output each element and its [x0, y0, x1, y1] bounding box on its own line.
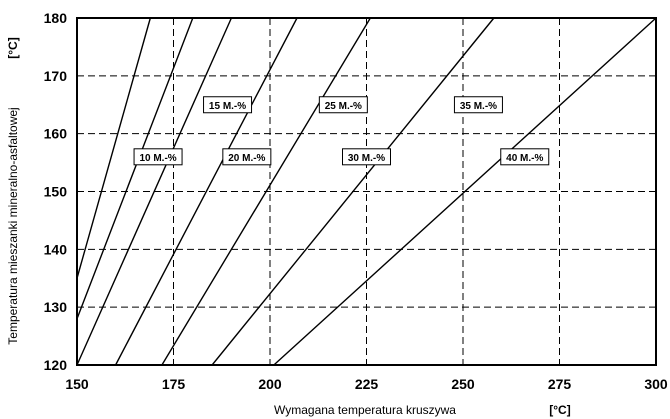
series-label-1: 10 M.-%	[133, 148, 183, 166]
series-lines	[76, 17, 657, 366]
series-label-2: 15 M.-%	[203, 96, 253, 114]
series-label-box	[133, 148, 183, 166]
x-axis-unit: [°C]	[549, 403, 570, 417]
series-line-7	[273, 17, 657, 366]
series-label-5: 30 M.-%	[342, 148, 391, 166]
series-line-2	[76, 17, 194, 319]
x-tick-label: 250	[451, 376, 475, 392]
series-labels: 10 M.-% 15 M.-% 20 M.-% 25 M.-% 30 M.-% 35 M.…	[133, 96, 550, 166]
series-line-3	[76, 17, 233, 366]
y-tick-label: 180	[44, 10, 68, 26]
x-tick-label: 200	[258, 376, 282, 392]
series-label-box	[453, 96, 503, 114]
series-label-text: 15 M.-%	[209, 101, 246, 112]
y-tick-label: 160	[44, 126, 68, 142]
series-label-box	[342, 148, 391, 166]
series-label-box	[318, 96, 368, 114]
series-label-box	[203, 96, 253, 114]
series-label-text: 20 M.-%	[228, 153, 265, 164]
x-axis-label: Wymagana temperatura kruszywa	[274, 403, 456, 417]
series-label-text: 25 M.-%	[325, 101, 362, 112]
x-tick-label: 150	[65, 376, 89, 392]
x-tick-label: 275	[548, 376, 572, 392]
series-label-box	[500, 148, 550, 166]
series-label-text: 10 M.-%	[139, 153, 176, 164]
series-line-4	[114, 17, 298, 366]
plot-frame	[76, 17, 657, 366]
y-tick-label: 170	[44, 68, 68, 84]
series-label-4: 25 M.-%	[318, 96, 368, 114]
series-label-box	[222, 148, 272, 166]
x-tick-label: 300	[644, 376, 668, 392]
series-line-1	[76, 17, 152, 279]
series-label-3: 20 M.-%	[222, 148, 272, 166]
x-tick-label: 225	[355, 376, 379, 392]
series-line-6	[211, 17, 495, 366]
series-label-7: 40 M.-%	[500, 148, 550, 166]
series-label-6: 35 M.-%	[453, 96, 503, 114]
y-axis-unit: [°C]	[6, 37, 20, 58]
y-tick-label: 140	[44, 241, 68, 257]
y-tick-label: 120	[44, 357, 68, 373]
grid	[77, 18, 656, 365]
x-tick-label: 175	[162, 376, 186, 392]
tick-labels: 150 175 200 225 250 275 300 120 130 140 150 160 170 1…	[44, 10, 668, 392]
y-axis-label: Temperatura mieszanki mineralno-asfaltow…	[6, 107, 20, 344]
y-tick-label: 150	[44, 184, 68, 200]
series-line-5	[161, 17, 371, 366]
series-label-text: 30 M.-%	[348, 153, 385, 164]
y-tick-label: 130	[44, 299, 68, 315]
series-label-text: 35 M.-%	[460, 101, 497, 112]
series-label-text: 40 M.-%	[506, 153, 543, 164]
